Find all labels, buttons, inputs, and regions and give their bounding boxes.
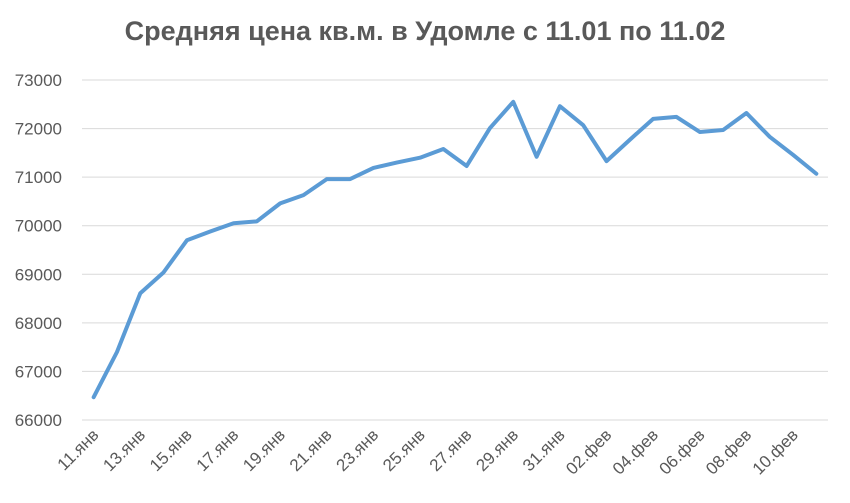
y-tick-label: 68000: [15, 314, 62, 333]
y-tick-label: 71000: [15, 168, 62, 187]
x-tick-label: 04.фев: [609, 425, 662, 478]
x-tick-label: 17.янв: [193, 425, 243, 475]
y-tick-label: 66000: [15, 411, 62, 430]
x-tick-label: 08.фев: [702, 425, 755, 478]
x-tick-label: 25.янв: [379, 425, 429, 475]
x-tick-label: 23.янв: [333, 425, 383, 475]
x-tick-label: 21.янв: [286, 425, 336, 475]
data-line: [91, 99, 819, 400]
x-tick-label: 11.янв: [54, 425, 103, 474]
x-tick-label: 13.янв: [99, 425, 149, 475]
x-tick-label: 10.фев: [749, 425, 802, 478]
x-tick-label: 06.фев: [655, 425, 708, 478]
x-tick-label: 19.янв: [239, 425, 289, 475]
x-tick-label: 29.янв: [472, 425, 522, 475]
y-tick-label: 73000: [15, 71, 62, 90]
x-tick-label: 31.янв: [519, 425, 569, 475]
x-tick-label: 27.янв: [426, 425, 476, 475]
chart-title: Средняя цена кв.м. в Удомле с 11.01 по 1…: [125, 16, 726, 46]
x-tick-label: 02.фев: [562, 425, 615, 478]
y-tick-label: 72000: [15, 120, 62, 139]
y-tick-label: 70000: [15, 217, 62, 236]
y-tick-label: 67000: [15, 362, 62, 381]
x-tick-label: 15.янв: [146, 425, 196, 475]
y-tick-label: 69000: [15, 265, 62, 284]
